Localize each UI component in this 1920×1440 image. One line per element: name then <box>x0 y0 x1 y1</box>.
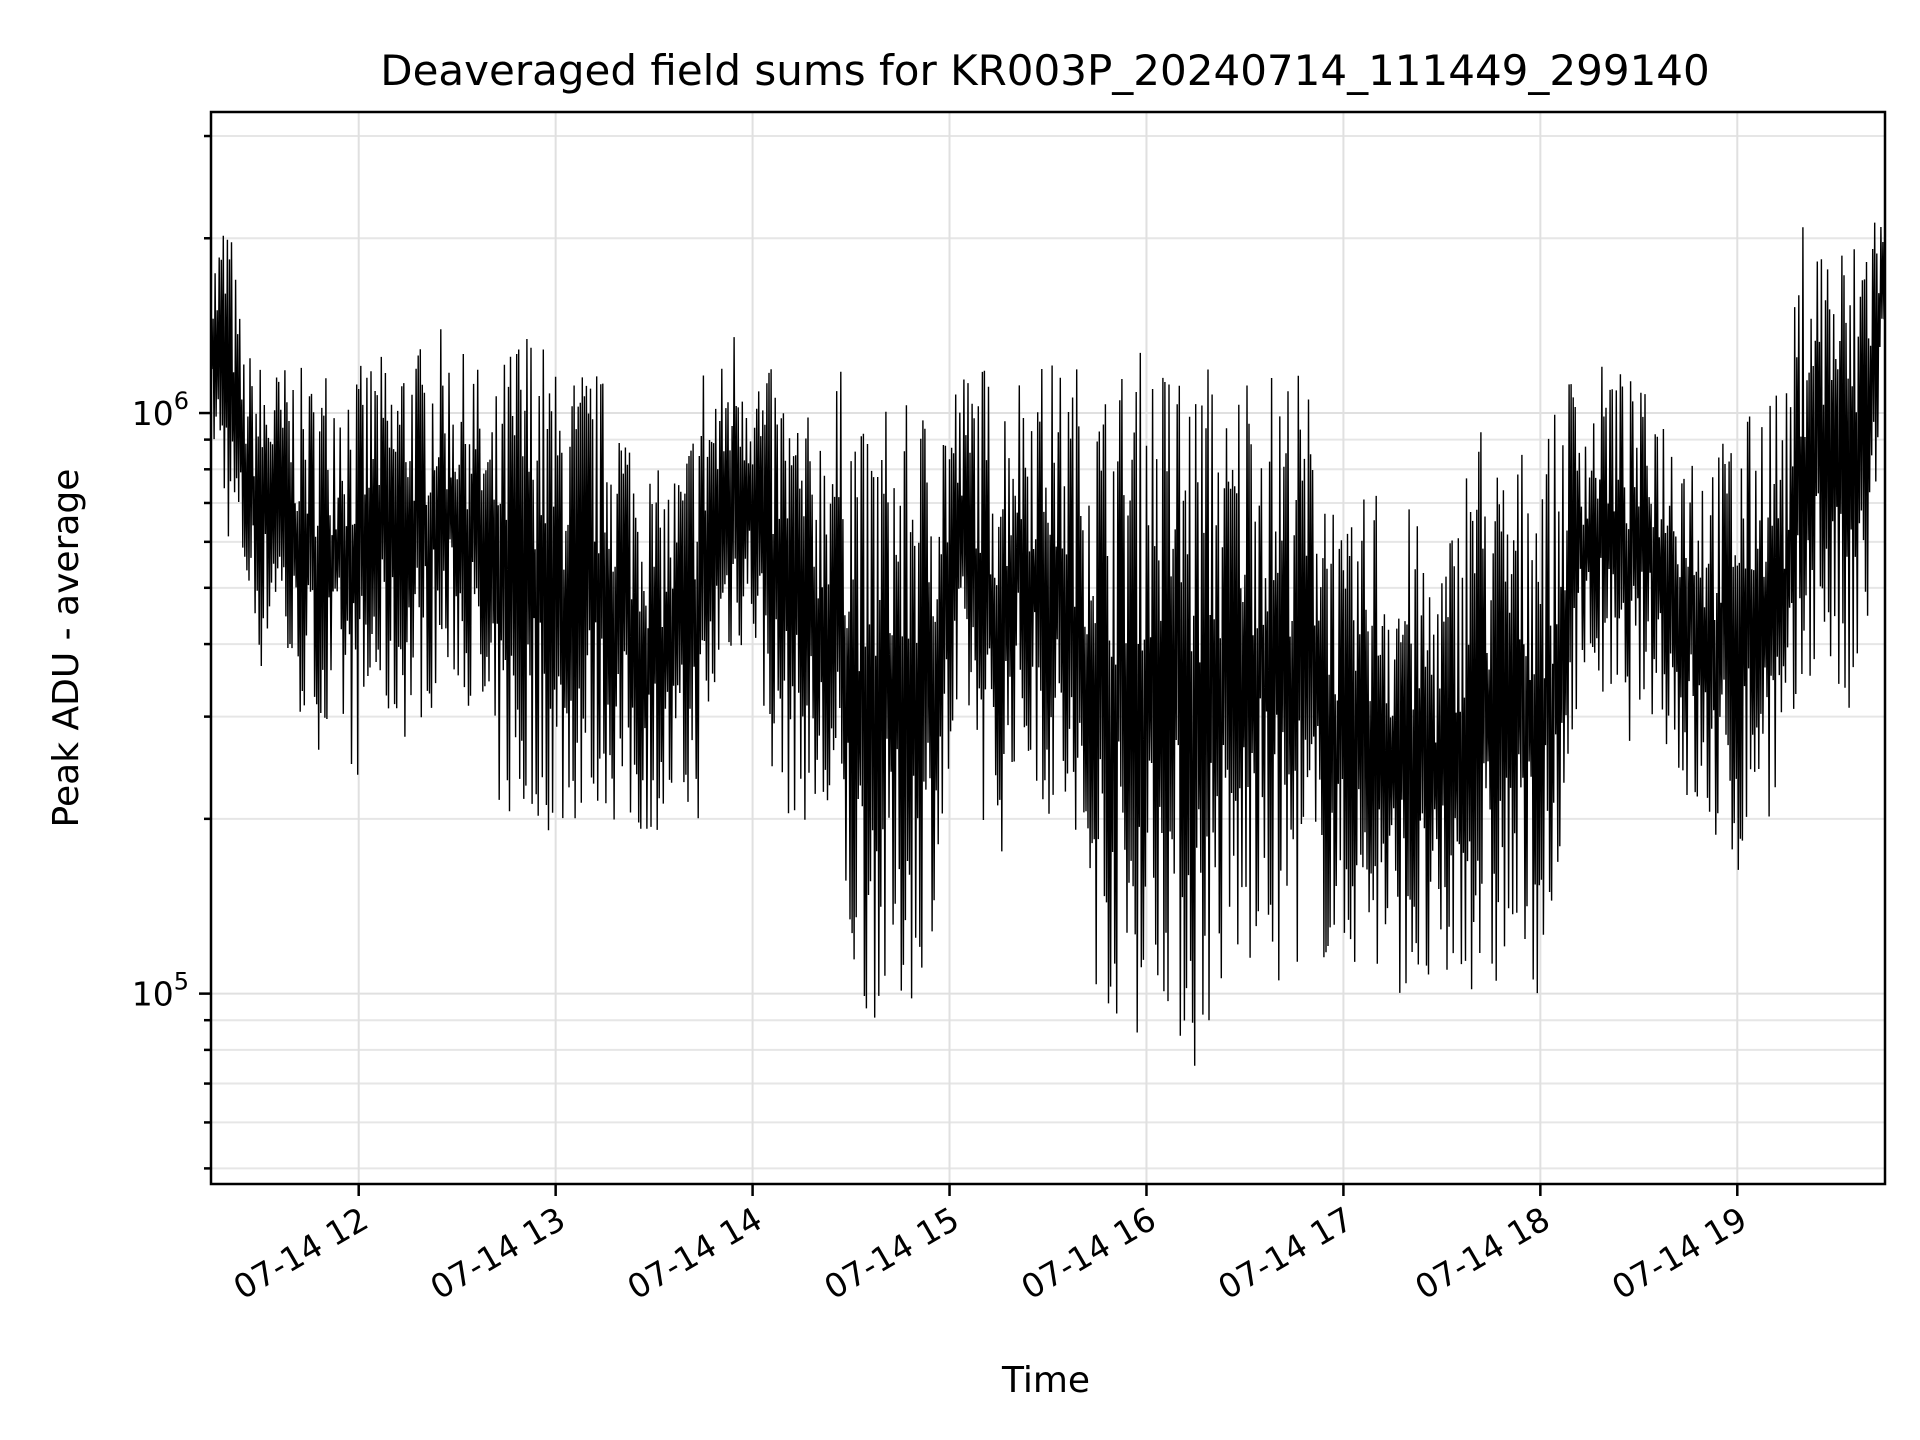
series-line <box>210 202 1886 1066</box>
x-tick-label: 07-14 14 <box>621 1199 769 1307</box>
x-tick-label: 07-14 12 <box>227 1199 375 1307</box>
plot-frame <box>209 110 1887 1186</box>
x-tick-label: 07-14 16 <box>1014 1199 1162 1307</box>
x-tick-label: 07-14 13 <box>424 1199 572 1307</box>
y-axis-label: Peak ADU - average <box>46 469 87 828</box>
x-axis-ticks: 07-14 12 07-14 13 07-14 14 07-14 15 07-14 16… <box>227 1184 1753 1307</box>
y-axis-ticks: 105 106 <box>132 134 211 1170</box>
y-tick-label: 105 <box>132 968 189 1014</box>
chart-title: Deaveraged field sums for KR003P_2024071… <box>380 46 1710 95</box>
x-tick-label: 07-14 15 <box>818 1199 966 1307</box>
x-tick-label: 07-14 18 <box>1408 1199 1556 1307</box>
x-tick-label: 07-14 19 <box>1605 1199 1753 1307</box>
data-series <box>210 202 1886 1066</box>
y-tick-label: 106 <box>132 387 189 433</box>
x-tick-label: 07-14 17 <box>1211 1199 1359 1307</box>
x-axis-label: Time <box>1001 1360 1090 1401</box>
